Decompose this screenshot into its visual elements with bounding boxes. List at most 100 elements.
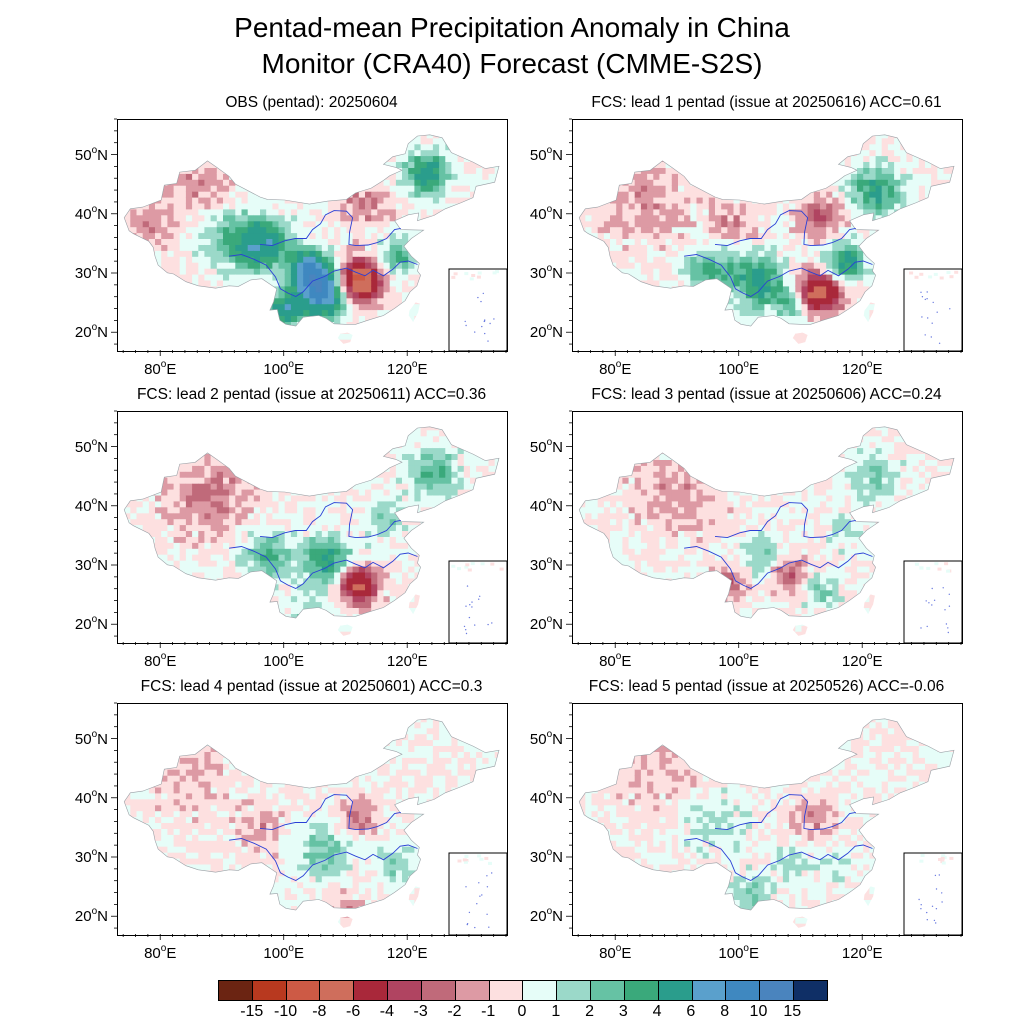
latitude-tick-label: 40oN xyxy=(74,495,108,515)
longitude-tick-label: 120oE xyxy=(841,359,883,378)
yangtze-river xyxy=(684,838,873,882)
latitude-tick-label: 30oN xyxy=(74,555,108,574)
latitude-tick-label: 40oN xyxy=(529,203,563,223)
yangtze-river xyxy=(229,838,418,882)
longitude-tick-label: 80oE xyxy=(144,651,177,670)
south-china-sea-inset xyxy=(903,852,962,935)
longitude-tick-label: 80oE xyxy=(599,943,632,962)
south-china-sea-inset xyxy=(448,852,507,935)
panel-title: FCS: lead 3 pentad (issue at 20250606) A… xyxy=(591,386,942,403)
panel-title: FCS: lead 4 pentad (issue at 20250601) A… xyxy=(140,678,483,695)
china-border xyxy=(123,134,500,327)
longitude-tick-label: 100oE xyxy=(263,943,305,962)
latitude-tick-label: 50oN xyxy=(529,728,563,748)
yellow-river xyxy=(714,502,856,539)
colorbar-swatch xyxy=(421,981,456,1000)
colorbar-label: 1 xyxy=(551,1003,561,1020)
colorbar-label: 2 xyxy=(585,1003,594,1020)
precipitation-anomaly-map xyxy=(123,718,507,935)
panel-title: FCS: lead 1 pentad (issue at 20250616) A… xyxy=(591,94,942,111)
latitude-tick-label: 20oN xyxy=(529,906,563,926)
precipitation-anomaly-map xyxy=(123,134,507,351)
yellow-river xyxy=(714,794,856,831)
latitude-tick-label: 50oN xyxy=(74,436,108,456)
precipitation-anomaly-map xyxy=(578,426,962,643)
china-border xyxy=(578,718,955,911)
south-china-sea-inset xyxy=(448,560,507,643)
figure-title-line-1: Pentad-mean Precipitation Anomaly in Chi… xyxy=(234,12,790,43)
map-panel xyxy=(117,411,508,644)
colorbar-swatch xyxy=(219,981,253,1000)
yellow-river xyxy=(259,210,401,247)
china-border xyxy=(123,718,500,911)
colorbar-swatch xyxy=(726,981,761,1000)
map-panel xyxy=(572,119,963,352)
colorbar-label: -1 xyxy=(481,1003,496,1020)
longitude-tick-label: 120oE xyxy=(386,359,428,378)
colorbar-swatch xyxy=(286,981,321,1000)
colorbar-swatch xyxy=(760,981,795,1000)
latitude-tick-label: 50oN xyxy=(529,436,563,456)
colorbar-swatch xyxy=(455,981,490,1000)
latitude-tick-label: 20oN xyxy=(74,614,108,634)
latitude-tick-label: 50oN xyxy=(74,144,108,164)
colorbar-swatch xyxy=(489,981,524,1000)
colorbar-swatch xyxy=(320,981,355,1000)
colorbar-label: 3 xyxy=(618,1003,628,1020)
yangtze-river xyxy=(684,254,873,298)
colorbar-label: 0 xyxy=(517,1003,527,1020)
longitude-tick-label: 80oE xyxy=(599,651,632,670)
latitude-tick-label: 40oN xyxy=(529,495,563,515)
panel-title: FCS: lead 5 pentad (issue at 20250526) A… xyxy=(588,678,945,695)
colorbar-swatch xyxy=(692,981,727,1000)
china-border xyxy=(578,134,955,327)
longitude-tick-label: 120oE xyxy=(841,943,883,962)
colorbar-swatch xyxy=(794,981,827,1000)
yellow-river xyxy=(714,210,856,247)
longitude-tick-label: 100oE xyxy=(718,359,760,378)
colorbar-swatch xyxy=(591,981,625,1000)
longitude-tick-label: 100oE xyxy=(718,651,760,670)
map-panel xyxy=(117,703,508,936)
latitude-tick-label: 50oN xyxy=(74,728,108,748)
colorbar-swatch xyxy=(557,981,592,1000)
colorbar-label: -4 xyxy=(379,1003,394,1020)
panel-title: FCS: lead 2 pentad (issue at 20250611) A… xyxy=(136,386,487,403)
longitude-tick-label: 100oE xyxy=(263,359,305,378)
latitude-tick-label: 30oN xyxy=(529,847,563,866)
colorbar-label: -10 xyxy=(273,1003,298,1020)
south-china-sea-inset xyxy=(903,560,962,643)
latitude-tick-label: 30oN xyxy=(529,555,563,574)
longitude-tick-label: 120oE xyxy=(386,651,428,670)
map-panel xyxy=(572,703,963,936)
longitude-tick-label: 80oE xyxy=(599,359,632,378)
colorbar-label: 4 xyxy=(652,1003,662,1020)
precipitation-anomaly-map xyxy=(578,134,962,351)
latitude-tick-label: 20oN xyxy=(74,322,108,342)
colorbar xyxy=(218,980,828,1001)
colorbar-swatch xyxy=(354,981,389,1000)
latitude-tick-label: 40oN xyxy=(74,787,108,807)
colorbar-label: -15 xyxy=(240,1003,264,1020)
colorbar-swatch xyxy=(624,981,659,1000)
latitude-tick-label: 50oN xyxy=(529,144,563,164)
colorbar-label: -3 xyxy=(413,1003,428,1020)
longitude-tick-label: 80oE xyxy=(144,359,177,378)
colorbar-label: -6 xyxy=(345,1003,361,1020)
latitude-tick-label: 40oN xyxy=(74,203,108,223)
colorbar-label: -2 xyxy=(447,1003,462,1020)
longitude-tick-label: 80oE xyxy=(144,943,177,962)
colorbar-label: -8 xyxy=(312,1003,327,1020)
latitude-tick-label: 20oN xyxy=(529,322,563,342)
precipitation-anomaly-map xyxy=(578,718,962,935)
south-china-sea-inset xyxy=(448,268,507,351)
yangtze-river xyxy=(229,254,418,298)
latitude-tick-label: 20oN xyxy=(529,614,563,634)
south-china-sea-inset xyxy=(903,268,962,351)
precipitation-anomaly-map xyxy=(123,426,507,643)
colorbar-label: 6 xyxy=(686,1003,696,1020)
colorbar-label: 15 xyxy=(783,1003,802,1020)
panel-title: OBS (pentad): 20250604 xyxy=(225,94,398,111)
latitude-tick-label: 20oN xyxy=(74,906,108,926)
longitude-tick-label: 120oE xyxy=(386,943,428,962)
